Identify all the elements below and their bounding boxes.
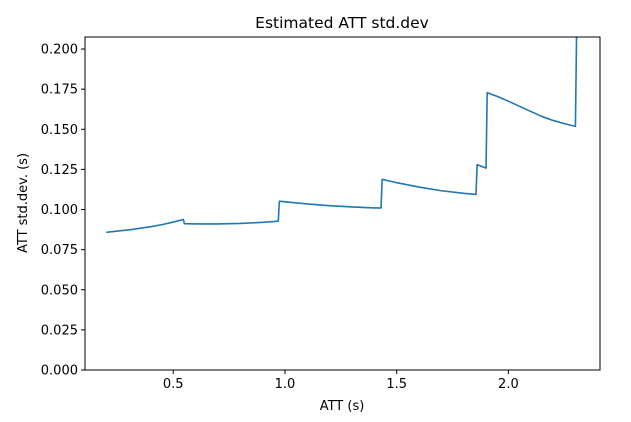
y-tick-label: 0.025 <box>41 323 78 338</box>
x-tick-label: 2.0 <box>498 377 519 392</box>
y-tick-label: 0.200 <box>41 43 78 58</box>
y-tick-label: 0.050 <box>41 283 78 298</box>
x-axis-label: ATT (s) <box>320 399 365 414</box>
y-axis: 0.000 0.025 0.050 0.075 0.100 0.125 0.150 0.175… <box>41 43 85 379</box>
y-tick-label: 0.075 <box>41 243 78 258</box>
y-tick-label: 0.000 <box>41 364 78 379</box>
axes-frame <box>84 36 601 371</box>
series-line <box>106 36 578 234</box>
x-tick-label: 0.5 <box>163 377 184 392</box>
y-tick-label: 0.125 <box>41 163 78 178</box>
x-tick-label: 1.0 <box>275 377 296 392</box>
x-tick-label: 1.5 <box>386 377 407 392</box>
y-tick-label: 0.100 <box>41 203 78 218</box>
chart-title: Estimated ATT std.dev <box>255 14 429 32</box>
y-tick-label: 0.150 <box>41 123 78 138</box>
plot-area <box>106 36 578 234</box>
y-tick-label: 0.175 <box>41 83 78 98</box>
x-axis: 0.5 1.0 1.5 2.0 <box>163 370 519 392</box>
y-axis-label: ATT std.dev. (s) <box>16 153 31 253</box>
